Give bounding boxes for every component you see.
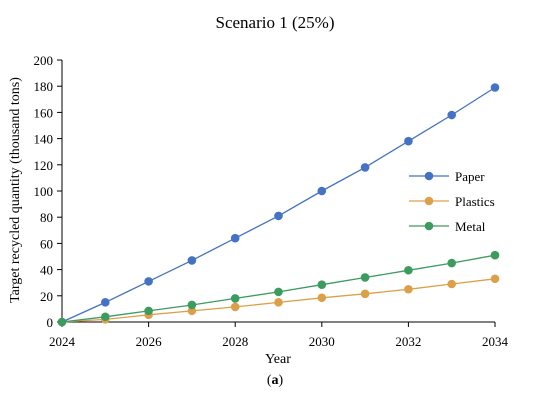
data-point-metal bbox=[360, 273, 370, 282]
data-point-paper bbox=[101, 298, 110, 307]
legend-swatch-marker bbox=[424, 221, 434, 231]
data-point-metal bbox=[447, 258, 457, 268]
data-point-metal bbox=[230, 294, 240, 303]
x-axis-label: Year bbox=[265, 352, 291, 367]
caption-letter: a bbox=[272, 373, 279, 388]
x-tick-label: 2032 bbox=[395, 334, 421, 349]
x-tick-label: 2028 bbox=[222, 334, 248, 349]
y-tick-label: 200 bbox=[34, 53, 54, 68]
y-axis: 0 20 40 60 80 100 120 140 160 180 200 bbox=[34, 53, 63, 330]
legend-item-plastics: Plastics bbox=[409, 194, 495, 209]
data-point-paper bbox=[490, 83, 500, 92]
data-point-metal bbox=[57, 317, 67, 327]
y-axis-label: Target recycled quantity (thousand tons) bbox=[8, 77, 23, 303]
y-tick-label: 0 bbox=[47, 315, 54, 330]
y-tick-label: 180 bbox=[34, 79, 54, 94]
data-point-paper bbox=[447, 110, 457, 120]
series-metal bbox=[57, 250, 500, 327]
data-point-metal bbox=[274, 287, 283, 297]
data-point-metal bbox=[101, 312, 110, 322]
data-point-plastics bbox=[404, 284, 413, 294]
legend-item-paper: Paper bbox=[409, 169, 485, 184]
y-tick-label: 120 bbox=[34, 158, 54, 173]
data-point-paper bbox=[360, 163, 370, 172]
y-tick-label: 160 bbox=[34, 105, 54, 120]
legend-swatch-marker bbox=[424, 196, 434, 206]
data-point-metal bbox=[144, 306, 153, 316]
caption-suffix: ) bbox=[279, 373, 284, 388]
data-point-metal bbox=[404, 265, 413, 275]
data-point-plastics bbox=[230, 302, 240, 312]
data-point-plastics bbox=[490, 274, 500, 284]
data-point-paper bbox=[404, 136, 413, 146]
series-layer bbox=[57, 83, 500, 327]
legend-label: Paper bbox=[455, 169, 485, 184]
data-point-paper bbox=[317, 186, 327, 196]
figure-caption: (a) bbox=[267, 373, 284, 388]
data-point-paper bbox=[230, 233, 240, 243]
legend-swatch-marker bbox=[424, 171, 434, 181]
data-point-paper bbox=[274, 211, 283, 221]
caption-prefix: ( bbox=[267, 373, 272, 388]
y-tick-label: 60 bbox=[40, 236, 53, 251]
data-point-paper bbox=[187, 256, 197, 265]
data-point-plastics bbox=[317, 293, 327, 303]
data-point-plastics bbox=[447, 279, 457, 289]
x-axis: 2024 2026 2028 2030 2032 2034 bbox=[49, 321, 509, 349]
x-tick-group: 2024 2026 2028 2030 2032 2034 bbox=[49, 322, 509, 349]
x-tick-label: 2034 bbox=[482, 334, 509, 349]
legend-label: Metal bbox=[455, 219, 486, 234]
x-tick-label: 2026 bbox=[136, 334, 163, 349]
y-tick-group: 0 20 40 60 80 100 120 140 160 180 200 bbox=[34, 53, 62, 330]
y-tick-label: 40 bbox=[40, 263, 53, 278]
y-tick-label: 80 bbox=[40, 210, 53, 225]
y-tick-label: 20 bbox=[40, 289, 53, 304]
legend: Paper Plastics Metal bbox=[409, 169, 495, 234]
chart-title: Scenario 1 (25%) bbox=[216, 13, 335, 32]
data-point-plastics bbox=[274, 298, 283, 307]
x-tick-label: 2024 bbox=[49, 334, 76, 349]
series-plastics bbox=[57, 274, 500, 327]
x-tick-label: 2030 bbox=[309, 334, 335, 349]
data-point-metal bbox=[187, 300, 197, 310]
legend-item-metal: Metal bbox=[409, 219, 486, 234]
legend-label: Plastics bbox=[455, 194, 495, 209]
y-tick-label: 140 bbox=[34, 132, 54, 147]
data-point-paper bbox=[144, 277, 153, 286]
y-tick-label: 100 bbox=[34, 184, 54, 199]
data-point-metal bbox=[317, 280, 327, 289]
data-point-metal bbox=[490, 250, 500, 260]
data-point-plastics bbox=[360, 289, 370, 299]
data-point-plastics bbox=[187, 306, 197, 316]
